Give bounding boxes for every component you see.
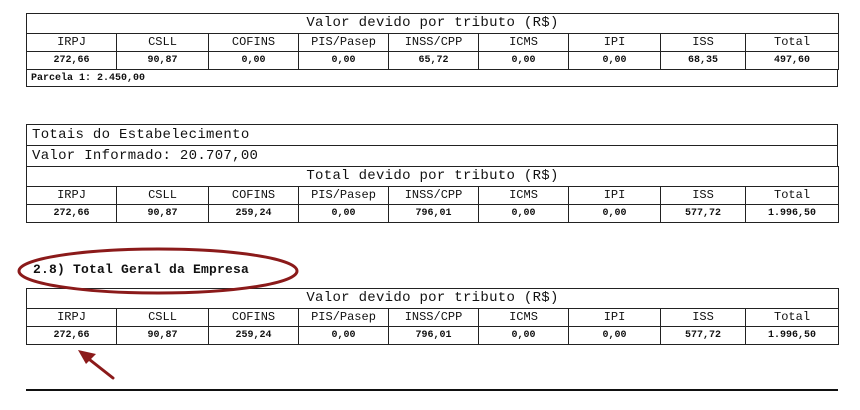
column-header: IRPJ (26, 186, 117, 205)
value-cell: 0,00 (298, 51, 389, 70)
column-header: IRPJ (26, 33, 117, 52)
establishment-title: Totais do Estabelecimento (26, 124, 838, 145)
value-cell: 1.996,50 (744, 204, 840, 223)
value-cell: 0,00 (568, 326, 661, 345)
column-header: COFINS (208, 186, 299, 205)
value-cell: 90,87 (116, 51, 209, 70)
tax-block-parcel: Valor devido por tributo (R$) IRPJ CSLL … (25, 13, 840, 87)
column-header: IRPJ (26, 308, 117, 327)
column-header: INSS/CPP (388, 186, 479, 205)
value-cell: 0,00 (298, 204, 389, 223)
value-cell: 90,87 (116, 204, 209, 223)
column-header: PIS/Pasep (298, 308, 389, 327)
value-cell: 0,00 (478, 326, 569, 345)
column-header: ISS (660, 308, 746, 327)
informed-value: Valor Informado: 20.707,00 (26, 145, 838, 166)
tax-table-parcel: Valor devido por tributo (R$) IRPJ CSLL … (25, 13, 840, 70)
value-cell: 272,66 (26, 204, 117, 223)
value-cell: 1.996,50 (744, 326, 840, 345)
tax-block-company-total: Valor devido por tributo (R$) IRPJ CSLL … (25, 288, 840, 345)
value-cell: 0,00 (298, 326, 389, 345)
column-header: ISS (660, 33, 746, 52)
value-cell: 259,24 (208, 326, 299, 345)
column-header: Total (744, 186, 840, 205)
value-cell: 68,35 (660, 51, 746, 70)
tax-table-establishment: Total devido por tributo (R$) IRPJ CSLL … (25, 166, 840, 223)
value-cell: 497,60 (744, 51, 840, 70)
column-header: PIS/Pasep (298, 33, 389, 52)
tax-table-company-total: Valor devido por tributo (R$) IRPJ CSLL … (25, 288, 840, 345)
column-header: Total (744, 308, 840, 327)
value-cell: 259,24 (208, 204, 299, 223)
table-caption: Valor devido por tributo (R$) (25, 288, 840, 309)
column-header: IPI (568, 308, 661, 327)
column-header: CSLL (116, 186, 209, 205)
bottom-divider (26, 389, 838, 391)
column-header: COFINS (208, 33, 299, 52)
table-caption: Valor devido por tributo (R$) (25, 13, 840, 34)
pointer-arrow-icon (78, 350, 115, 380)
value-cell: 65,72 (388, 51, 479, 70)
tax-block-establishment: Totais do Estabelecimento Valor Informad… (25, 124, 840, 223)
value-cell: 796,01 (388, 326, 479, 345)
column-header: PIS/Pasep (298, 186, 389, 205)
value-cell: 577,72 (660, 204, 746, 223)
value-cell: 272,66 (26, 51, 117, 70)
column-header: INSS/CPP (388, 33, 479, 52)
value-cell: 577,72 (660, 326, 746, 345)
column-header: CSLL (116, 33, 209, 52)
parcel-note: Parcela 1: 2.450,00 (26, 70, 838, 87)
column-header: CSLL (116, 308, 209, 327)
column-header: ISS (660, 186, 746, 205)
value-cell: 0,00 (568, 204, 661, 223)
column-header: COFINS (208, 308, 299, 327)
section-title: 2.8) Total Geral da Empresa (33, 262, 250, 277)
column-header: IPI (568, 33, 661, 52)
column-header: IPI (568, 186, 661, 205)
value-cell: 0,00 (478, 51, 569, 70)
value-cell: 90,87 (116, 326, 209, 345)
column-header: INSS/CPP (388, 308, 479, 327)
column-header: ICMS (478, 308, 569, 327)
value-cell: 0,00 (208, 51, 299, 70)
value-cell: 0,00 (568, 51, 661, 70)
value-cell: 796,01 (388, 204, 479, 223)
value-cell: 0,00 (478, 204, 569, 223)
column-header: ICMS (478, 33, 569, 52)
table-caption: Total devido por tributo (R$) (25, 166, 840, 187)
value-cell: 272,66 (26, 326, 117, 345)
column-header: ICMS (478, 186, 569, 205)
column-header: Total (744, 33, 840, 52)
